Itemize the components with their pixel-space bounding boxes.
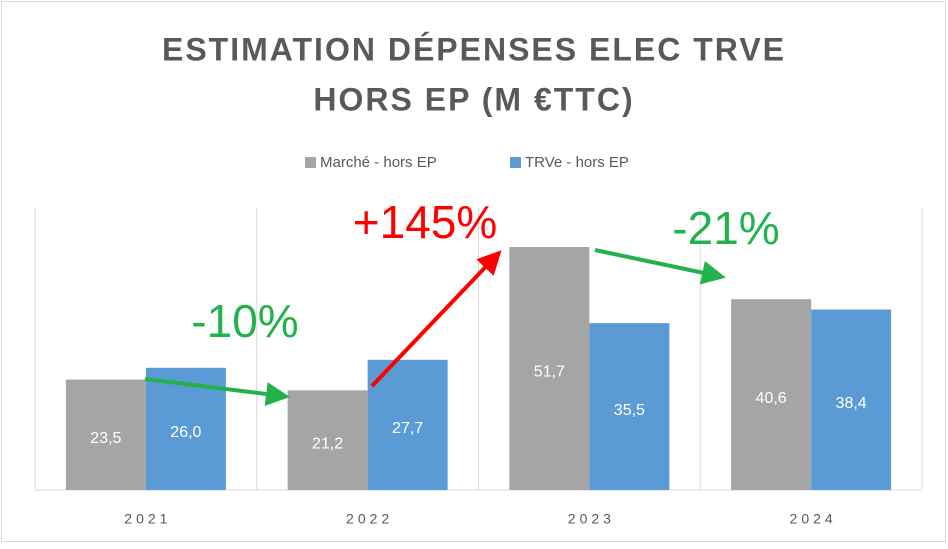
- bar: [287, 390, 368, 490]
- x-tick-label: 2022: [346, 511, 393, 527]
- data-label: 26,0: [170, 424, 201, 441]
- data-label: 23,5: [90, 430, 121, 447]
- x-tick-label: 2024: [790, 511, 837, 527]
- legend-swatch: [305, 157, 316, 168]
- data-label: 21,2: [312, 435, 343, 452]
- legend-label: TRVe - hors EP: [525, 154, 629, 171]
- bar: [65, 379, 146, 490]
- legend-label: Marché - hors EP: [320, 154, 437, 171]
- chart-title: ESTIMATION DÉPENSES ELEC TRVE: [162, 31, 786, 67]
- x-tick-label: 2021: [124, 511, 171, 527]
- bar: [731, 299, 812, 490]
- data-label: 38,4: [836, 395, 867, 412]
- data-label: 35,5: [614, 402, 645, 419]
- bar: [509, 247, 590, 490]
- data-label: 51,7: [534, 364, 565, 381]
- annotation: +145%: [353, 196, 498, 248]
- annotation: -10%: [191, 295, 298, 347]
- data-label: 40,6: [756, 390, 787, 407]
- arrow: [594, 248, 726, 285]
- bar: [589, 323, 670, 490]
- annotation: -21%: [672, 202, 779, 254]
- bar: [811, 309, 892, 490]
- arrow: [370, 250, 502, 388]
- legend-swatch: [510, 157, 521, 168]
- arrow: [144, 377, 290, 406]
- chart-title: HORS EP (M €TTC): [313, 81, 634, 117]
- x-tick-label: 2023: [568, 511, 615, 527]
- data-label: 27,7: [392, 420, 423, 437]
- bar: [367, 359, 448, 490]
